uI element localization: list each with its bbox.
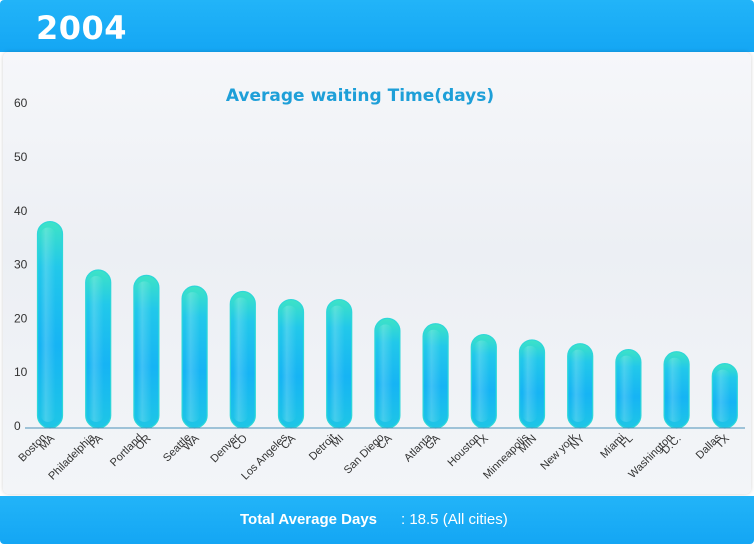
bar-shine: [426, 329, 442, 422]
bar-shine: [377, 324, 393, 422]
bar-shine: [667, 357, 683, 422]
bar-shine: [522, 345, 538, 422]
bar-shine: [329, 305, 345, 422]
bar-shine: [715, 369, 731, 422]
y-tick-label: 50: [14, 150, 28, 164]
y-tick-label: 30: [14, 258, 28, 272]
total-average-label: Total Average Days: [240, 511, 377, 528]
footer-bar: Total Average Days : 18.5 (All cities): [0, 496, 754, 544]
bar-chart: Average waiting Time(days) 0 10 20 30 40 50 60…: [14, 86, 745, 483]
bar-shine: [40, 227, 56, 422]
y-axis: 0 10 20 30 40 50 60: [14, 96, 28, 433]
chart-title: Average waiting Time(days): [226, 86, 494, 106]
y-tick-label: 10: [14, 365, 28, 379]
bar-shine: [618, 355, 634, 422]
bar-shine: [570, 349, 586, 422]
bar-shine: [136, 281, 152, 422]
bar-shine: [88, 275, 104, 422]
header-bar: 2004: [0, 0, 754, 52]
bar-shine: [185, 292, 201, 422]
y-tick-label: 20: [14, 311, 28, 325]
year-title: 2004: [36, 9, 128, 47]
y-tick-label: 0: [14, 419, 21, 433]
bars: [36, 220, 738, 429]
total-average-value: : 18.5 (All cities): [401, 511, 508, 528]
y-tick-label: 60: [14, 96, 28, 110]
bar-shine: [474, 340, 490, 422]
bar-shine: [281, 305, 297, 422]
y-tick-label: 40: [14, 204, 28, 218]
bar-shine: [233, 297, 249, 422]
